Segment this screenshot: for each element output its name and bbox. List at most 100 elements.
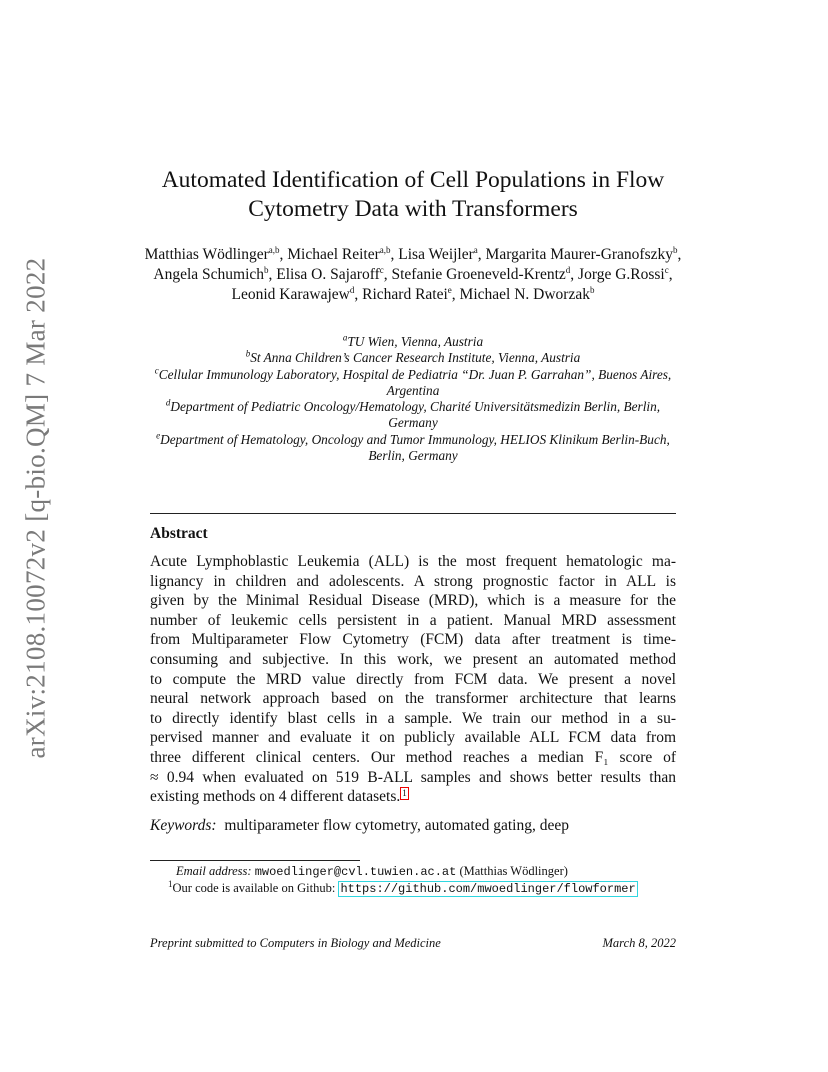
github-link[interactable]: https://github.com/mwoedlinger/flowforme… (338, 881, 638, 897)
abstract-line: existing methods on 4 different datasets… (150, 787, 676, 807)
author: Michael Reitera,b, (287, 244, 399, 263)
author: Michael N. Dworzakb (459, 284, 595, 303)
abstract-line: to compute the MRD value directly from F… (150, 670, 676, 690)
abstract-line: number of leukemic cells persistent in a… (150, 611, 676, 631)
abstract-line: consuming and subjective. In this work, … (150, 650, 676, 670)
abstract-body: Acute Lymphoblastic Leukemia (ALL) is th… (150, 552, 676, 807)
abstract-line-text: three different clinical centers. Our me… (150, 748, 676, 766)
email-label: Email address: (176, 864, 252, 878)
author-name: Richard Ratei (362, 286, 448, 303)
affiliation-key: e (156, 430, 161, 441)
author: Angela Schumichb, (153, 264, 276, 283)
author-separator: , (677, 246, 682, 263)
author-affiliation-mark: a,b (268, 244, 280, 255)
footnote-mark: 1 (168, 878, 173, 889)
paper-title: Automated Identification of Cell Populat… (120, 166, 706, 224)
footer-journal: Preprint submitted to Computers in Biolo… (150, 936, 441, 950)
author-name: Stefanie Groeneveld-Krentz (391, 266, 566, 283)
author-name: Michael Reiter (287, 246, 380, 263)
author-affiliation-mark: d (349, 284, 355, 295)
author-separator: , (570, 266, 579, 283)
author: Lisa Weijlera, (398, 244, 486, 263)
author-separator: , (354, 286, 363, 303)
abstract-line-text: to compute the MRD value directly from F… (150, 670, 676, 688)
author: Stefanie Groeneveld-Krentzd, (391, 265, 579, 283)
abstract-line: from Multiparameter Flow Cytometry (FCM)… (150, 630, 676, 650)
author: Margarita Maurer-Granofszkyb, (486, 244, 682, 263)
author-separator: , (477, 246, 486, 263)
abstract-line: given by the Minimal Residual Disease (M… (150, 591, 676, 611)
author: Elisa O. Sajaroffc, (276, 264, 392, 283)
abstract-line: lignancy in children and adolescents. A … (150, 572, 676, 592)
title-line: Automated Identification of Cell Populat… (161, 167, 665, 193)
abstract-line-text: number of leukemic cells persistent in a… (150, 611, 676, 629)
arxiv-identifier: arXiv:2108.10072v2 [q-bio.QM] 7 Mar 2022 (20, 257, 51, 759)
abstract-line-text: from Multiparameter Flow Cytometry (FCM)… (150, 631, 676, 649)
author: Matthias Wödlingera,b, (144, 244, 288, 263)
author-affiliation-mark: a,b (379, 244, 391, 255)
abstract-rule (150, 513, 676, 514)
keywords: Keywords: multiparameter flow cytometry,… (150, 817, 569, 835)
author-separator: , (451, 286, 460, 303)
abstract-line: Acute Lymphoblastic Leukemia (ALL) is th… (150, 552, 676, 572)
abstract-line: pervised manner and evaluate it on publi… (150, 728, 676, 748)
affiliation: aTU Wien, Vienna, Austria (140, 333, 686, 350)
author-affiliation-mark: c (664, 264, 669, 275)
affiliation-key: b (245, 348, 251, 359)
code-text: Our code is available on Github: (172, 881, 336, 895)
abstract-line: three different clinical centers. Our me… (150, 748, 676, 768)
abstract-line-text: lignancy in children and adolescents. A … (150, 572, 676, 590)
author-affiliation-mark: b (589, 284, 595, 295)
footnote-rule (150, 860, 360, 861)
affiliation-text: TU Wien, Vienna, Austria (347, 334, 484, 349)
affiliation-text: St Anna Children’s Cancer Research Insti… (250, 350, 581, 366)
author-name: Matthias Wödlinger (144, 246, 269, 263)
affiliation: eDepartment of Hematology, Oncology and … (140, 430, 686, 465)
author-separator: , (383, 266, 392, 283)
abstract-heading: Abstract (150, 525, 208, 542)
author-name: Leonid Karawajew (231, 286, 350, 303)
author-separator: , (668, 266, 673, 283)
author-affiliation-mark: e (447, 284, 452, 295)
author-separator: , (279, 246, 288, 263)
abstract-line-text: to directly identify blast cells in a sa… (150, 709, 676, 727)
affiliation-text: Department of Pediatric Oncology/Hematol… (170, 399, 661, 431)
author-name: Elisa O. Sajaroff (276, 266, 380, 283)
author-name: Lisa Weijler (398, 246, 474, 263)
footer-date: March 8, 2022 (602, 936, 677, 950)
abstract-line: ≈ 0.94 when evaluated on 519 B-ALL sampl… (150, 768, 676, 788)
affiliation-key: c (154, 365, 159, 376)
keywords-text: multiparameter flow cytometry, automated… (224, 817, 569, 834)
author-affiliation-mark: b (673, 244, 678, 255)
author-list: Matthias Wödlingera,b, Michael Reitera,b… (140, 245, 686, 305)
code-footnote: 1Our code is available on Github: https:… (168, 878, 638, 897)
abstract-line-text: existing methods on 4 different datasets… (150, 788, 401, 806)
abstract-line-text: ≈ 0.94 when evaluated on 519 B-ALL sampl… (150, 768, 676, 786)
email-address[interactable]: mwoedlinger@cvl.tuwien.ac.at (254, 865, 457, 879)
abstract-line-text: given by the Minimal Residual Disease (M… (150, 592, 676, 610)
author-affiliation-mark: a (473, 244, 478, 255)
affiliation-text: Cellular Immunology Laboratory, Hospital… (158, 366, 672, 398)
abstract-line-text: pervised manner and evaluate it on publi… (150, 729, 676, 747)
email-footnote: Email address: mwoedlinger@cvl.tuwien.ac… (176, 864, 568, 879)
footnote-link[interactable]: 1 (400, 787, 409, 801)
abstract-line-text: Acute Lymphoblastic Leukemia (ALL) is th… (150, 553, 676, 570)
author-name: Jorge G.Rossi (578, 266, 665, 283)
abstract-line: to directly identify blast cells in a sa… (150, 709, 676, 729)
author-name: Michael N. Dworzak (459, 286, 590, 303)
affiliation: bSt Anna Children’s Cancer Research Inst… (140, 348, 686, 366)
abstract-line: neural network approach based on the tra… (150, 689, 676, 709)
page-footer: Preprint submitted to Computers in Biolo… (150, 936, 676, 951)
abstract-line-text: neural network approach based on the tra… (150, 690, 676, 708)
author-separator: , (390, 246, 399, 263)
affiliation-key: d (165, 397, 171, 408)
author: Richard Rateie, (362, 284, 460, 303)
title-line: Cytometry Data with Transformers (248, 196, 578, 222)
author-affiliation-mark: c (379, 264, 384, 275)
affiliation-list: aTU Wien, Vienna, Austria bSt Anna Childr… (140, 333, 686, 465)
affiliation-text: Department of Hematology, Oncology and T… (160, 431, 670, 464)
author: Leonid Karawajewd, (231, 284, 363, 303)
author-affiliation-mark: b (264, 264, 269, 275)
author: Jorge G.Rossic, (578, 264, 673, 283)
